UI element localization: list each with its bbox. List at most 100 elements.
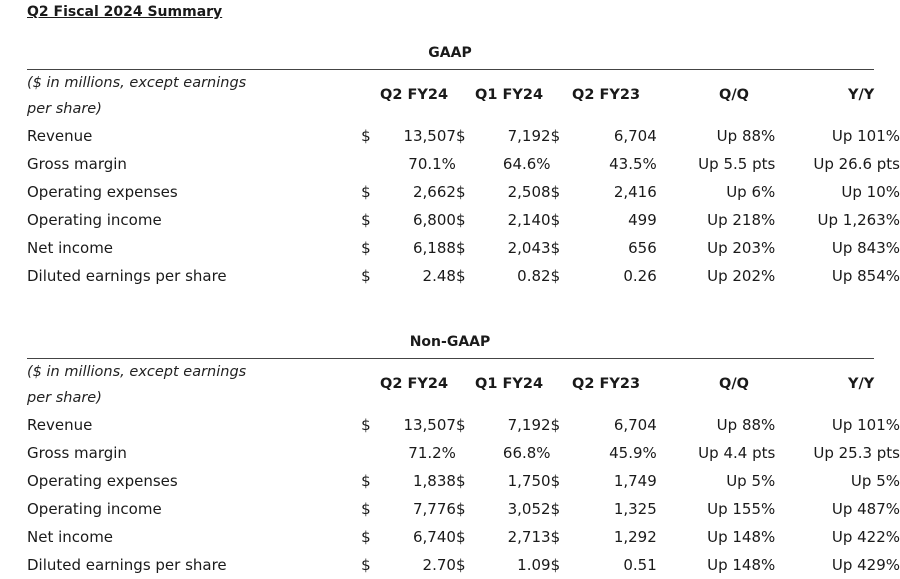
value-q1fy24: 2,140 (507, 211, 551, 229)
value-q2fy23: 45.9% (609, 444, 657, 462)
row-label: Operating expenses (27, 183, 178, 201)
change-yy: Up 487% (831, 500, 900, 518)
table-row: Operating income $7,776 $3,052 $1,325 Up 155… (0, 495, 900, 523)
currency-symbol (456, 439, 483, 467)
value-q1fy24: 2,508 (507, 183, 551, 201)
value-q2fy24: 2.70 (422, 556, 456, 574)
currency-symbol: $ (455, 183, 466, 201)
value-q2fy24: 2,662 (412, 183, 456, 201)
value-q1fy24: 2,043 (507, 239, 551, 257)
units-note: ($ in millions, except earnings per shar… (27, 75, 247, 117)
value-q2fy23: 1,292 (613, 528, 657, 546)
page-title[interactable]: Q2 Fiscal 2024 Summary (27, 4, 223, 20)
value-q2fy24: 71.2% (408, 444, 456, 462)
currency-symbol: $ (550, 183, 561, 201)
change-yy: Up 422% (831, 528, 900, 546)
change-yy: Up 101% (831, 127, 900, 145)
row-label: Diluted earnings per share (27, 556, 227, 574)
value-q2fy23: 6,704 (613, 127, 657, 145)
value-q2fy23: 0.51 (623, 556, 657, 574)
change-qq: Up 88% (716, 416, 776, 434)
column-header-q1fy24: Q1 FY24 (475, 376, 544, 392)
currency-symbol: $ (550, 472, 561, 490)
row-label: Revenue (27, 416, 93, 434)
change-yy: Up 26.6 pts (813, 155, 900, 173)
currency-symbol: $ (455, 239, 466, 257)
change-qq: Up 148% (707, 556, 776, 574)
currency-symbol: $ (550, 556, 561, 574)
units-note: ($ in millions, except earnings per shar… (27, 364, 247, 406)
table-row: Diluted earnings per share $2.48 $0.82 $0.2… (0, 262, 900, 290)
change-qq: Up 148% (707, 528, 776, 546)
column-header-yy: Y/Y (848, 87, 875, 103)
currency-symbol (551, 150, 578, 178)
table-row: Revenue $13,507 $7,192 $6,704 Up 88% Up 101% (0, 411, 900, 439)
currency-symbol: $ (455, 267, 466, 285)
currency-symbol: $ (550, 416, 561, 434)
change-qq: Up 5% (726, 472, 776, 490)
row-label: Revenue (27, 127, 93, 145)
column-header-q1fy24: Q1 FY24 (475, 87, 544, 103)
change-yy: Up 10% (841, 183, 900, 201)
currency-symbol: $ (455, 416, 466, 434)
value-q2fy24: 13,507 (403, 127, 456, 145)
currency-symbol: $ (361, 556, 371, 574)
value-q1fy24: 64.6% (502, 155, 551, 173)
value-q2fy23: 1,749 (613, 472, 657, 490)
currency-symbol: $ (361, 416, 371, 434)
value-q2fy23: 43.5% (609, 155, 657, 173)
currency-symbol: $ (361, 267, 371, 285)
change-yy: Up 843% (831, 239, 900, 257)
currency-symbol: $ (550, 239, 561, 257)
value-q2fy23: 499 (628, 211, 657, 229)
change-qq: Up 203% (707, 239, 776, 257)
change-qq: Up 5.5 pts (698, 155, 776, 173)
value-q2fy24: 70.1% (408, 155, 456, 173)
non-gaap-table: Revenue $13,507 $7,192 $6,704 Up 88% Up 101% G… (0, 411, 900, 579)
row-label: Gross margin (27, 155, 127, 173)
currency-symbol: $ (361, 127, 371, 145)
value-q1fy24: 7,192 (507, 127, 551, 145)
value-q2fy23: 656 (628, 239, 657, 257)
column-header-qq: Q/Q (719, 376, 749, 392)
section-divider (27, 69, 874, 70)
change-yy: Up 101% (831, 416, 900, 434)
change-qq: Up 4.4 pts (698, 444, 776, 462)
column-header-q2fy24: Q2 FY24 (380, 376, 449, 392)
value-q2fy24: 13,507 (403, 416, 456, 434)
currency-symbol: $ (361, 472, 371, 490)
change-qq: Up 202% (707, 267, 776, 285)
change-qq: Up 218% (707, 211, 776, 229)
row-label: Net income (27, 239, 114, 257)
value-q2fy24: 6,188 (412, 239, 456, 257)
change-qq: Up 155% (707, 500, 776, 518)
value-q2fy24: 6,800 (412, 211, 456, 229)
currency-symbol: $ (550, 500, 561, 518)
change-yy: Up 429% (831, 556, 900, 574)
row-label: Diluted earnings per share (27, 267, 227, 285)
value-q1fy24: 3,052 (507, 500, 551, 518)
column-header-yy: Y/Y (848, 376, 875, 392)
value-q1fy24: 2,713 (507, 528, 551, 546)
value-q2fy23: 2,416 (613, 183, 657, 201)
currency-symbol: $ (361, 211, 371, 229)
currency-symbol: $ (361, 528, 371, 546)
value-q2fy24: 1,838 (412, 472, 456, 490)
value-q1fy24: 66.8% (502, 444, 551, 462)
change-yy: Up 854% (831, 267, 900, 285)
change-qq: Up 88% (716, 127, 776, 145)
value-q1fy24: 7,192 (507, 416, 551, 434)
table-row: Operating expenses $1,838 $1,750 $1,749 Up 5… (0, 467, 900, 495)
currency-symbol (551, 439, 578, 467)
value-q2fy23: 1,325 (613, 500, 657, 518)
value-q2fy24: 6,740 (412, 528, 456, 546)
currency-symbol: $ (455, 528, 466, 546)
currency-symbol: $ (455, 472, 466, 490)
column-header-q2fy23: Q2 FY23 (572, 87, 641, 103)
currency-symbol: $ (361, 500, 371, 518)
value-q1fy24: 0.82 (517, 267, 551, 285)
currency-symbol: $ (455, 127, 466, 145)
table-row: Revenue $13,507 $7,192 $6,704 Up 88% Up 101% (0, 122, 900, 150)
currency-symbol: $ (455, 556, 466, 574)
currency-symbol (361, 150, 388, 178)
